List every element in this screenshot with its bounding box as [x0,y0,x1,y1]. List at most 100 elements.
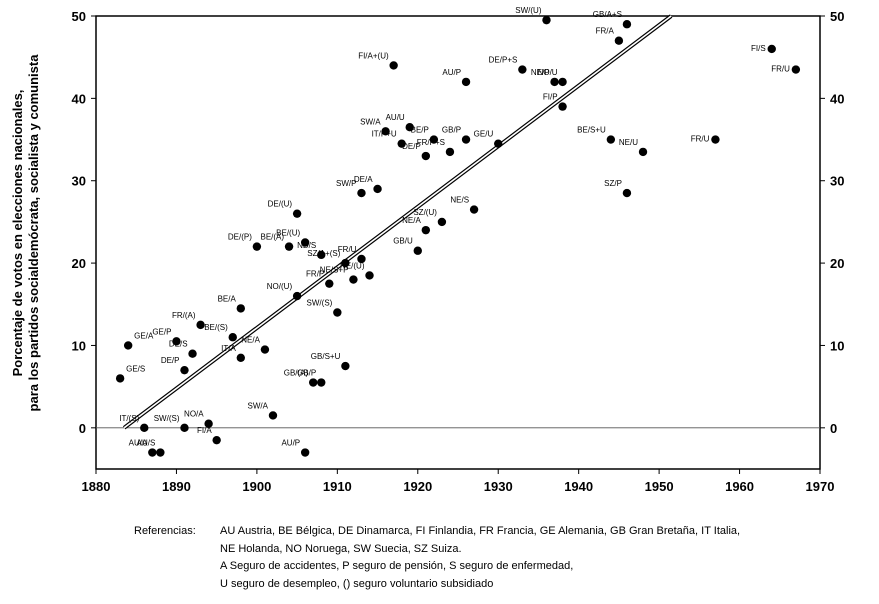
data-point [494,139,503,148]
point-label: DE/(P) [228,233,252,242]
point-label: BE/(A) [261,233,285,242]
point-label: FR/P+S [417,138,445,147]
y-tick-label-right: 10 [830,338,844,353]
x-tick-label: 1930 [484,479,513,494]
data-point [791,65,801,74]
point-label: FI/A [197,426,212,435]
data-point [115,374,125,383]
point-label: AU/A [129,439,148,448]
y-axis-label: Porcentaje de votos en elecciones nacion… [10,54,41,412]
point-label: BE/(U) [276,229,300,238]
data-point [518,65,527,74]
data-point [357,188,366,198]
data-point [397,139,406,148]
point-label: IT/P+U [372,130,397,139]
plot-border [95,15,821,470]
data-point [469,205,479,214]
data-point [123,341,133,350]
point-label: NO/(U) [267,282,293,291]
trend-line-inner [123,15,672,429]
data-point [325,279,334,288]
data-point [638,147,648,157]
point-label: FR/U [691,135,710,144]
y-tick-label-right: 40 [830,91,844,106]
data-point [300,238,310,247]
point-label: SW/(U) [515,6,542,15]
point-label: NO/A [184,410,204,419]
y-tick-label-left: 30 [72,174,86,189]
point-label: NE/(U) [340,261,365,270]
point-label: NE/A [402,216,421,225]
point-label: BE/S+U [577,126,606,135]
data-point [292,291,302,301]
data-point [260,345,270,354]
point-label: BE/A [218,294,237,303]
data-point [550,77,559,87]
data-point [389,61,398,70]
data-point [236,304,245,313]
point-label: NE/A [241,336,260,345]
point-label: FR/A [596,27,615,36]
data-point [188,349,197,358]
data-point [268,411,278,420]
point-label: NE/S [450,196,469,205]
point-label: AU/P [281,439,300,448]
data-point [767,44,776,54]
point-label: FI/P [543,93,558,102]
x-tick-label: 1910 [323,479,352,494]
y-tick-label-right: 0 [830,421,837,436]
legend-line-2: NE Holanda, NO Noruega, SW Suecia, SZ Su… [220,542,462,555]
y-tick-label-right: 30 [830,174,844,189]
y-tick-label-left: 20 [72,256,86,271]
x-tick-label: 1880 [82,479,111,494]
point-label: SW/A [248,401,269,410]
data-point [333,308,342,317]
data-point [445,147,455,157]
point-label: GB/U [393,237,413,246]
data-point [542,15,551,25]
y-tick-label-left: 10 [72,338,86,353]
point-label: GB/S+U [311,352,341,361]
data-point [405,122,414,132]
point-label: AU/U [386,113,405,122]
data-point [172,337,181,346]
data-point [711,135,720,144]
y-tick-label-right: 50 [830,9,844,24]
data-point [341,361,350,371]
point-label: FR/P [306,270,324,279]
y-tick-label-left: 50 [72,9,86,24]
point-label: SW/(S) [307,299,333,308]
point-label: GB/P [297,369,316,378]
point-label: SW/A [360,117,381,126]
point-label: BE/(S) [204,323,228,332]
point-label: NE/U [619,138,638,147]
data-point [558,77,567,87]
point-label: FR/U [771,65,790,74]
y-tick-label-right: 20 [830,256,844,271]
point-label: DE/P [161,356,180,365]
x-tick-label: 1950 [645,479,674,494]
data-point [413,246,422,255]
data-point [309,378,318,387]
x-tick-label: 1920 [403,479,432,494]
point-label: GB/A+S [593,10,622,19]
data-point [421,225,431,235]
data-point [212,435,221,445]
point-label: DE/P+S [489,56,518,65]
data-point [357,254,366,264]
point-label: IT/A [221,344,236,353]
plot-frame [95,15,821,470]
point-label: SZ/P [604,179,622,188]
data-point [341,258,350,268]
data-point [140,423,149,433]
data-point [292,209,302,218]
data-point [373,184,382,194]
data-point [622,188,632,198]
legend-line-1: AU Austria, BE Bélgica, DE Dinamarca, FI… [220,525,741,537]
point-label: SZ/(U) [413,208,437,217]
data-point [317,378,326,387]
point-label: SW/(S) [154,414,180,423]
x-tick-label: 1940 [564,479,593,494]
legend-line-4: U seguro de desempleo, () seguro volunta… [220,577,494,590]
